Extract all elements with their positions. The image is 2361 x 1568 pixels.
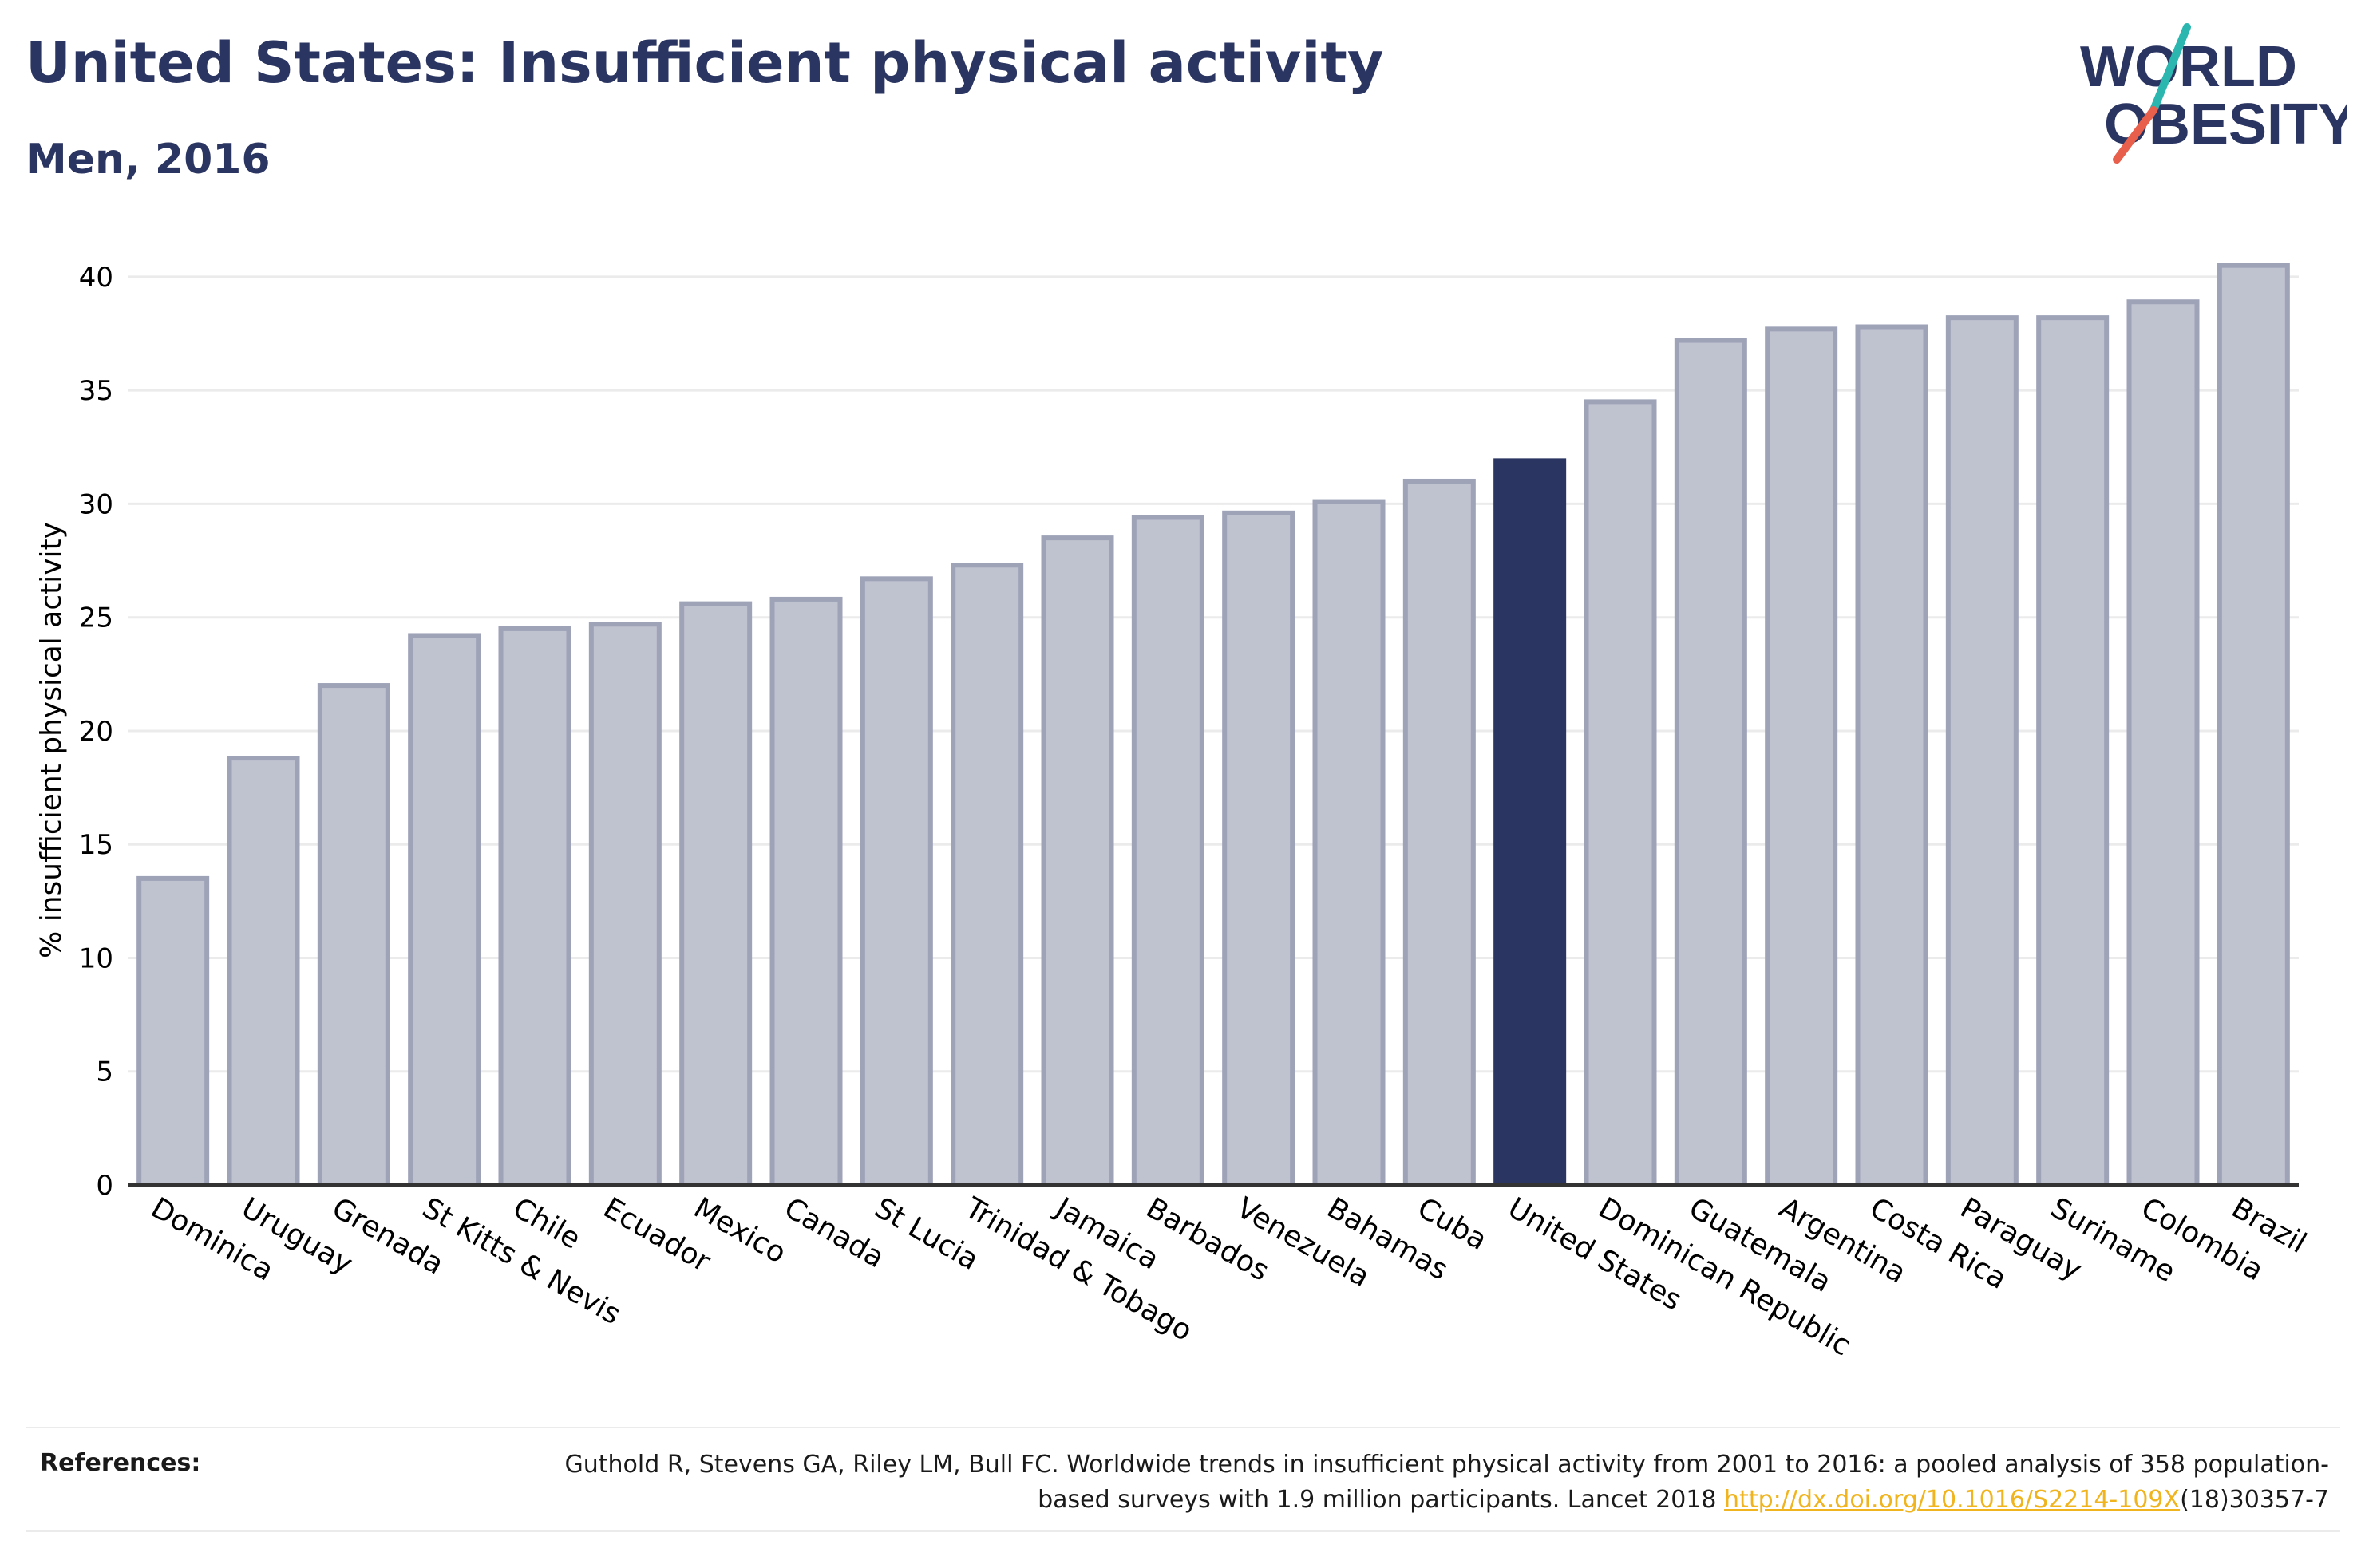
bar-argentina[interactable] [1765, 326, 1838, 1188]
bar-grenada[interactable] [317, 683, 390, 1187]
bar-suriname[interactable] [2036, 315, 2110, 1188]
y-tick-label: 35 [79, 375, 113, 407]
bar-st-kitts-nevis[interactable] [408, 633, 481, 1187]
bar-jamaica[interactable] [1041, 535, 1114, 1187]
chart-subtitle: Men, 2016 [26, 136, 271, 184]
y-axis-ticks: 0 5 10 15 20 25 30 35 40 [79, 262, 113, 1202]
y-tick-label: 20 [79, 716, 113, 748]
bar-canada[interactable] [769, 596, 843, 1187]
bar-barbados[interactable] [1131, 515, 1204, 1187]
chart-title: United States: Insufficient physical act… [26, 30, 1384, 96]
reference-citation-suffix: (18)30357-7 [2180, 1486, 2329, 1514]
bar-united-states[interactable] [1493, 458, 1567, 1187]
bar-guatemala[interactable] [1674, 338, 1747, 1188]
grid-lines [128, 275, 2299, 1073]
references-box: References: Guthold R, Stevens GA, Riley… [26, 1427, 2340, 1532]
y-tick-label: 0 [96, 1170, 113, 1202]
bar-st-lucia[interactable] [860, 576, 933, 1187]
y-axis-label: % insufficient physical activity [35, 522, 68, 958]
logo-slash-coral [2113, 106, 2157, 164]
x-tick-label: St Lucia [869, 1191, 984, 1277]
y-tick-label: 40 [79, 262, 113, 294]
reference-citation: Guthold R, Stevens GA, Riley LM, Bull FC… [564, 1451, 2329, 1514]
bar-bahamas[interactable] [1312, 499, 1386, 1187]
bar-chile[interactable] [498, 626, 571, 1187]
bar-brazil[interactable] [2217, 263, 2290, 1187]
bar-costa-rica[interactable] [1855, 324, 1928, 1187]
bar-colombia[interactable] [2126, 299, 2200, 1187]
y-tick-label: 10 [79, 942, 113, 974]
references-label: References: [40, 1449, 201, 1477]
bar-venezuela[interactable] [1222, 510, 1295, 1187]
bar-paraguay[interactable] [1945, 315, 2019, 1188]
reference-doi-link[interactable]: http://dx.doi.org/10.1016/S2214-109X [1724, 1486, 2181, 1514]
bar-ecuador[interactable] [588, 622, 662, 1187]
bar-mexico[interactable] [679, 601, 753, 1187]
y-tick-label: 30 [79, 488, 113, 520]
bar-chart: 0 5 10 15 20 25 30 35 40 DominicaUruguayGrenadaS… [35, 262, 2312, 1363]
world-obesity-logo: WORLD OBESITY [2080, 23, 2347, 164]
bar-uruguay[interactable] [227, 756, 300, 1187]
bar-dominica[interactable] [136, 875, 210, 1187]
y-tick-label: 15 [79, 829, 113, 861]
bar-cuba[interactable] [1402, 478, 1476, 1187]
bar-trinidad-tobago[interactable] [951, 563, 1024, 1187]
logo-slash-teal [2149, 23, 2191, 114]
y-tick-label: 5 [96, 1057, 113, 1088]
bars [136, 263, 2290, 1188]
bar-dominican-republic[interactable] [1584, 399, 1657, 1187]
x-tick-label: Canada [779, 1191, 890, 1274]
logo-line-world: WORLD [2080, 35, 2297, 99]
y-tick-label: 25 [79, 602, 113, 634]
references-text: Guthold R, Stevens GA, Riley LM, Bull FC… [493, 1448, 2329, 1518]
